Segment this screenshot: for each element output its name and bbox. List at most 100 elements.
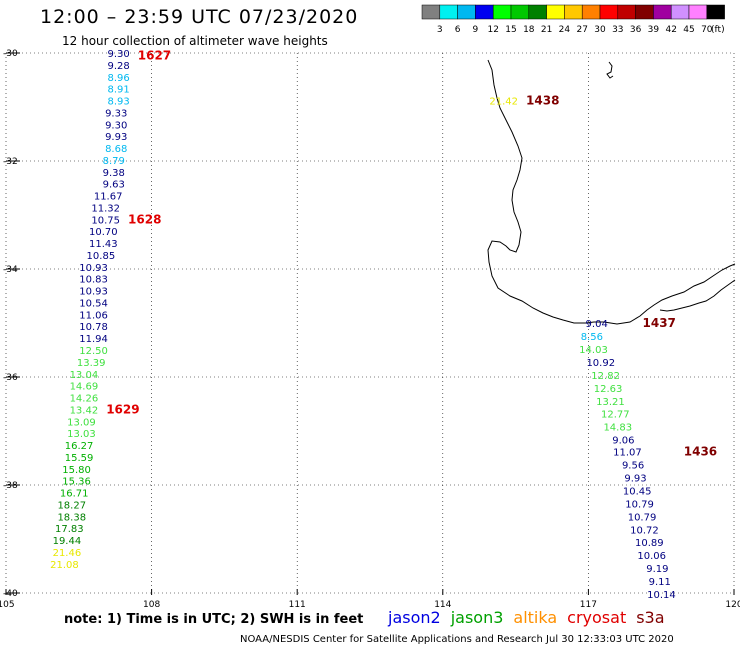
swh-value: 9.33 [105, 108, 127, 119]
swh-value: 8.93 [107, 97, 129, 108]
eyre-coast [659, 279, 736, 312]
swh-value: 9.28 [107, 61, 129, 72]
swh-value: 16.27 [65, 441, 94, 452]
color-unit: (ft) [711, 25, 725, 35]
swh-value: 10.70 [89, 227, 118, 238]
color-bin-label: 45 [683, 25, 694, 35]
swh-value: 10.79 [628, 512, 657, 523]
swh-value: 10.54 [79, 298, 108, 309]
swh-value: 11.32 [91, 203, 120, 214]
color-bin-label: 30 [594, 25, 606, 35]
swh-value: 10.92 [586, 358, 615, 369]
swh-value: 18.38 [57, 512, 86, 523]
west-coast [487, 59, 736, 325]
swh-value: 9.93 [624, 473, 646, 484]
swh-value: 15.36 [62, 477, 91, 488]
swh-value: 12.63 [594, 384, 623, 395]
swh-value: 10.93 [79, 263, 108, 274]
swh-value: 15.80 [62, 465, 91, 476]
color-bin-label: 12 [487, 25, 498, 35]
swh-value: 11.67 [94, 192, 123, 203]
swh-value: 16.71 [60, 489, 89, 500]
swh-value: 10.06 [637, 551, 666, 562]
pass-time-label: 1628 [128, 212, 161, 226]
swh-value: 14.03 [579, 345, 608, 356]
swh-value: 13.21 [596, 397, 625, 408]
color-bin-label: 70 [701, 25, 713, 35]
satellite-legend: jason2 jason3 altika cryosat s3a [388, 608, 675, 627]
swh-value: 10.72 [630, 525, 659, 536]
swh-value: 10.79 [625, 499, 654, 510]
swh-value: 18.27 [57, 500, 86, 511]
swh-value: 9.63 [103, 180, 125, 191]
footer-note: note: 1) Time is in UTC; 2) SWH is in fe… [64, 612, 364, 627]
swh-value: 14.26 [70, 394, 99, 405]
swh-value: 8.91 [107, 85, 129, 96]
swh-value: 9.30 [105, 120, 127, 131]
pass-time-label: 1436 [684, 445, 717, 459]
swh-value: 9.04 [586, 319, 608, 330]
color-bin-label: 6 [455, 25, 461, 35]
footer-credit: NOAA/NESDIS Center for Satellite Applica… [240, 634, 674, 645]
color-scale-bar: 3 6 9 12 15 18 21 24 27 30 33 36 39 42 45 70(ft) [421, 4, 725, 35]
lat-tick-label: -36 [3, 373, 18, 383]
swh-value: 8.96 [107, 73, 129, 84]
australia-coastline [487, 59, 736, 325]
swh-value: 14.69 [70, 382, 99, 393]
island [606, 61, 614, 79]
swh-value: 19.44 [53, 536, 82, 547]
swh-value: 13.04 [70, 370, 99, 381]
swh-value: 10.14 [647, 590, 676, 601]
swh-value: 10.85 [87, 251, 116, 262]
swh-value: 9.06 [612, 436, 634, 447]
swh-value: 11.07 [613, 448, 642, 459]
swh-value: 9.56 [622, 460, 644, 471]
track-1436: 11.079.56 9.93 10.45 10.79 10.79 10.72 10.89 10… [613, 445, 717, 602]
lat-tick-label: -32 [3, 157, 18, 167]
swh-value: 14.83 [603, 423, 632, 434]
swh-value: 10.83 [79, 275, 108, 286]
lat-tick-label: -30 [3, 49, 18, 59]
swh-value: 11.43 [89, 239, 118, 250]
track-1438: 21.42 1438 [489, 94, 559, 108]
color-bin-label: 39 [648, 25, 660, 35]
swh-value: 12.50 [79, 346, 108, 357]
map-title: 12:00 – 23:59 UTC 07/23/2020 [40, 6, 359, 28]
lat-tick-label: -34 [3, 265, 18, 275]
color-bin-label: 18 [523, 25, 535, 35]
swh-value: 12.77 [601, 410, 630, 421]
pass-time-label: 1437 [643, 316, 676, 330]
swh-value: 10.78 [79, 322, 108, 333]
swh-value: 13.03 [67, 429, 96, 440]
color-bin-label: 21 [541, 25, 552, 35]
legend-altika: altika [513, 608, 558, 627]
legend-jason3: jason3 [450, 608, 504, 627]
lon-tick-label: 114 [434, 600, 451, 610]
swh-value: 8.56 [581, 332, 603, 343]
swh-value: 10.93 [79, 287, 108, 298]
swh-value: 9.30 [107, 49, 129, 60]
pass-time-label: 1438 [526, 94, 559, 108]
lat-tick-label: -38 [3, 481, 18, 491]
swh-value: 11.06 [79, 310, 108, 321]
map-axes: 105 108 111 114 117 120 -30 -32 -34 -36 -38 -40 [0, 49, 740, 610]
swh-value: 17.83 [55, 524, 84, 535]
swh-value: 15.59 [65, 453, 94, 464]
lon-tick-label: 108 [143, 600, 160, 610]
color-bin-label: 15 [505, 25, 516, 35]
swh-value: 21.42 [489, 97, 518, 108]
legend-s3a: s3a [636, 608, 665, 627]
color-bin-label: 33 [612, 25, 623, 35]
color-bin-max [706, 4, 725, 20]
swh-value: 10.75 [91, 215, 120, 226]
swh-value: 9.11 [649, 577, 671, 588]
swh-value: 8.79 [103, 156, 125, 167]
swh-value: 9.93 [105, 132, 127, 143]
lon-tick-label: 105 [0, 600, 15, 610]
track-1437: 9.04 8.56 14.03 10.92 12.82 12.63 13.21 12.77 14… [579, 316, 676, 447]
lat-tick-label: -40 [3, 589, 18, 599]
lon-tick-label: 111 [289, 600, 306, 610]
lon-tick-label: 117 [580, 600, 597, 610]
swh-value: 9.19 [646, 564, 668, 575]
